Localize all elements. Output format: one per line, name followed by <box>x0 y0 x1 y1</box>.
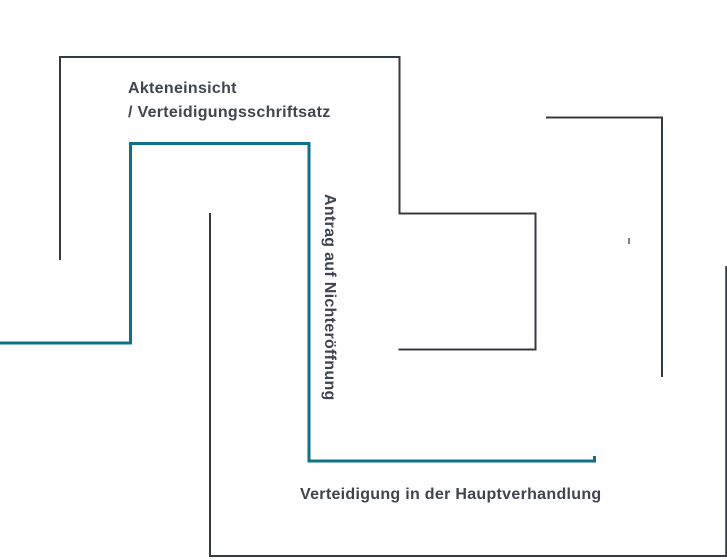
label-akteneinsicht-line2: / Verteidigungsschriftsatz <box>128 104 331 121</box>
label-akteneinsicht-line1: Akteneinsicht <box>128 80 237 97</box>
label-antrag-nichteroeffnung: Antrag auf Nichteröffnung <box>321 194 338 401</box>
label-hauptverhandlung: Verteidigung in der Hauptverhandlung <box>300 486 602 503</box>
highlight-path-teal <box>0 142 596 463</box>
timeline-segment-lower <box>209 213 727 557</box>
timeline-segment-upper-left <box>59 56 537 351</box>
label-akteneinsicht: Akteneinsicht / Verteidigungsschriftsatz <box>128 77 331 125</box>
timeline-segment-top-right <box>546 116 663 377</box>
